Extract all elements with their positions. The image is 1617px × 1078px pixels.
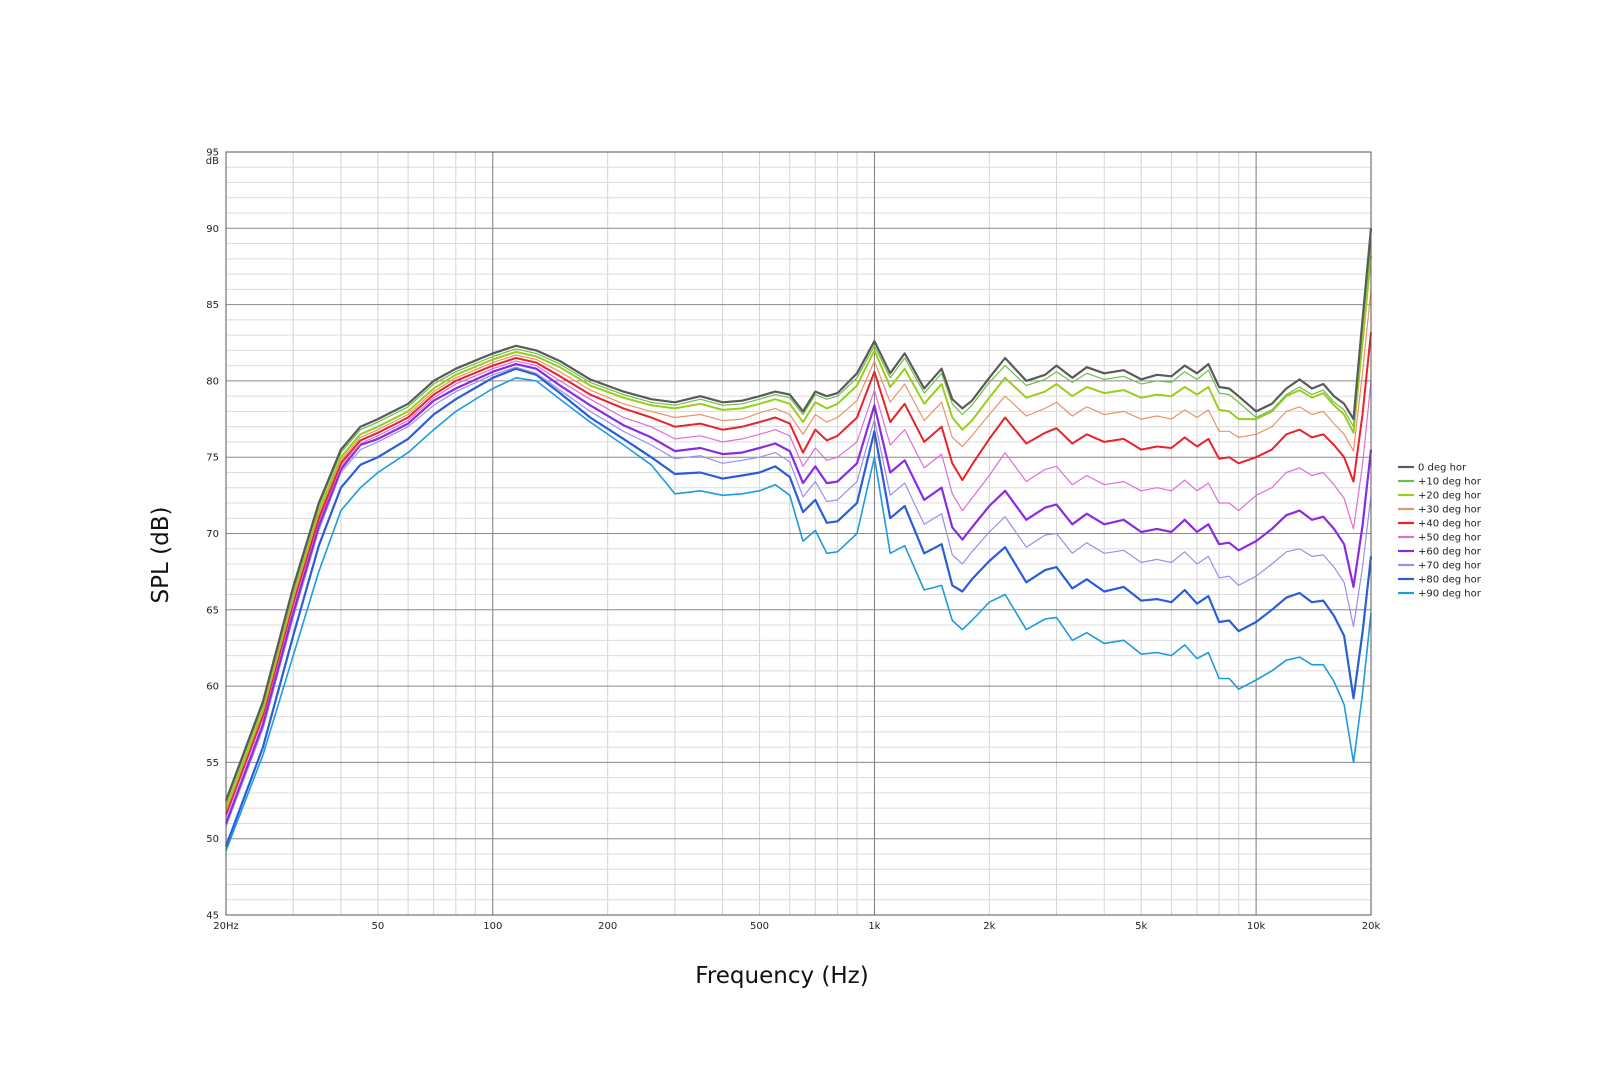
legend-label: +90 deg hor <box>1418 589 1482 600</box>
legend: 0 deg hor +10 deg hor +20 deg hor +30 deg h… <box>1398 463 1482 600</box>
y-axis-ticks: 45 50 55 60 65 70 75 80 85 90 95 <box>206 148 219 922</box>
series-line <box>225 243 1372 804</box>
series-line <box>225 331 1372 815</box>
series-lines <box>224 228 1373 852</box>
y-tick-label: 60 <box>206 682 219 693</box>
series-line <box>224 228 1373 801</box>
series-line <box>225 255 1372 809</box>
series-line <box>225 360 1372 818</box>
legend-label: +10 deg hor <box>1418 477 1482 488</box>
x-tick-label: 10k <box>1247 921 1266 932</box>
y-tick-label: 80 <box>206 376 219 387</box>
x-tick-label: 2k <box>983 921 995 932</box>
legend-label: +60 deg hor <box>1418 547 1482 558</box>
y-tick-label: 70 <box>206 529 219 540</box>
x-tick-label: 20Hz <box>213 921 239 932</box>
y-tick-label: 50 <box>206 834 219 845</box>
legend-label: +50 deg hor <box>1418 533 1482 544</box>
x-axis-title: Frequency (Hz) <box>695 963 868 989</box>
series-line <box>225 289 1372 812</box>
x-axis-ticks: 20Hz 50 100 200 500 1k 2k 5k 10k 20k <box>213 921 1380 932</box>
y-tick-label: 95 <box>206 148 219 159</box>
y-axis-title: SPL (dB) <box>148 507 174 604</box>
x-tick-label: 1k <box>868 921 880 932</box>
series-line <box>224 363 1373 824</box>
y-tick-label: 75 <box>206 453 219 464</box>
plot-frame <box>225 151 1372 916</box>
legend-label: +80 deg hor <box>1418 575 1482 586</box>
series-line <box>225 377 1372 852</box>
y-tick-label: 85 <box>206 300 219 311</box>
y-tick-label: 65 <box>206 605 219 616</box>
legend-label: 0 deg hor <box>1418 463 1467 474</box>
legend-label: +40 deg hor <box>1418 519 1482 530</box>
legend-label: +30 deg hor <box>1418 505 1482 516</box>
series-line <box>224 367 1373 847</box>
x-tick-label: 5k <box>1135 921 1147 932</box>
y-unit-label: dB <box>206 156 219 167</box>
y-tick-label: 90 <box>206 224 219 235</box>
x-tick-label: 500 <box>750 921 769 932</box>
y-tick-label: 45 <box>206 911 219 922</box>
x-tick-label: 100 <box>483 921 502 932</box>
series-line <box>225 366 1372 827</box>
x-tick-label: 200 <box>598 921 617 932</box>
y-tick-label: 55 <box>206 758 219 769</box>
x-tick-label: 20k <box>1362 921 1381 932</box>
x-tick-label: 50 <box>372 921 385 932</box>
legend-label: +20 deg hor <box>1418 491 1482 502</box>
legend-label: +70 deg hor <box>1418 561 1482 572</box>
